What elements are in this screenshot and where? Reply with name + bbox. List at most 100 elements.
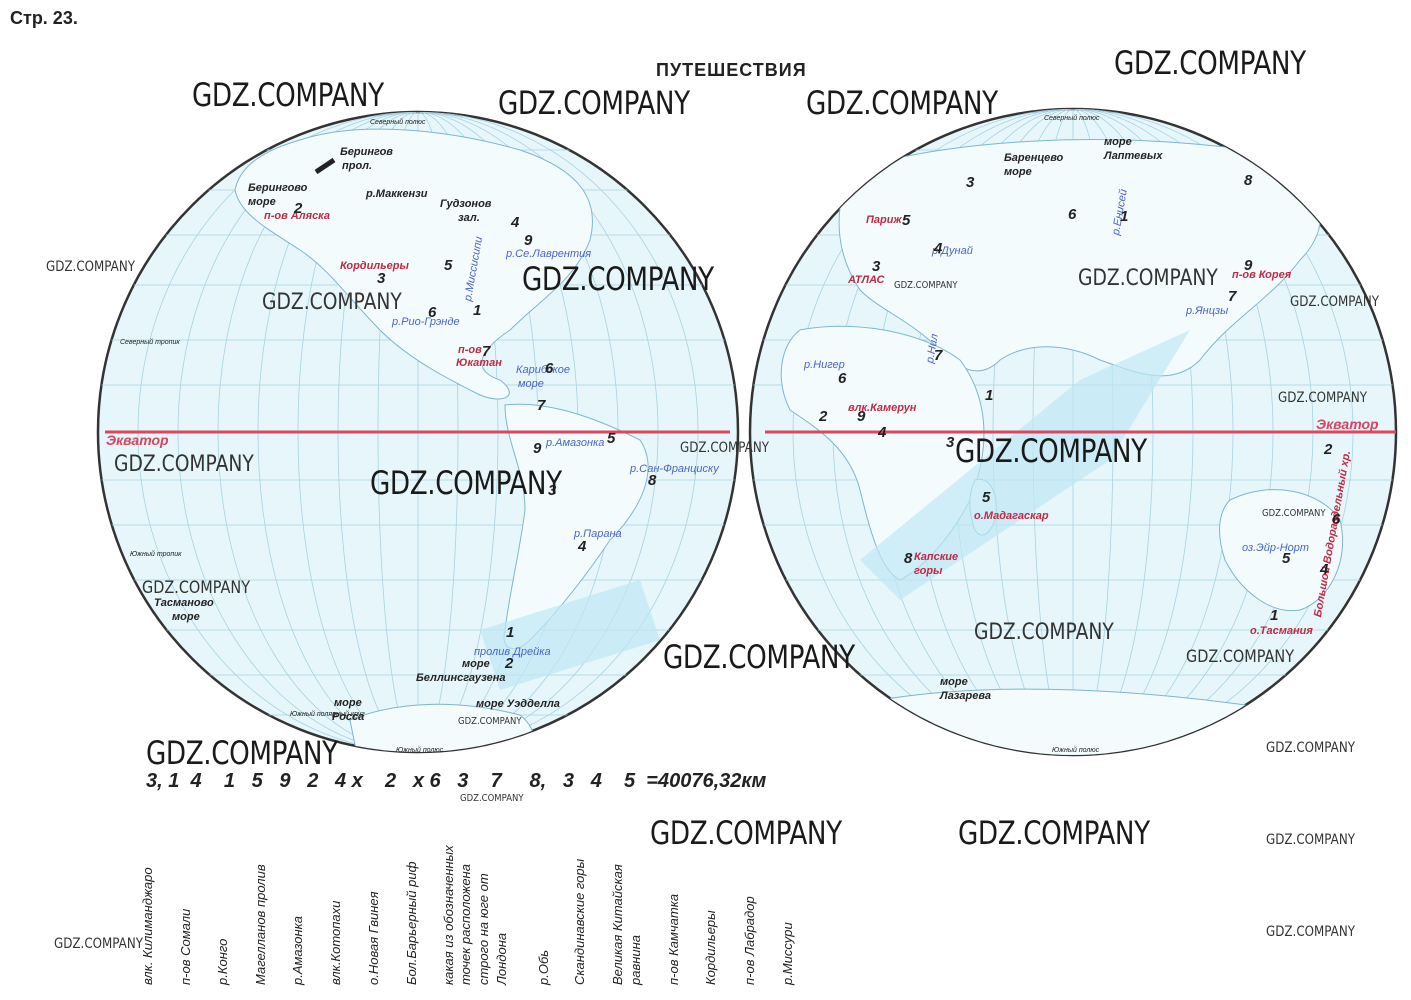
watermark: GDZ.COMPANY xyxy=(1114,44,1306,82)
answer-item: Скандинавские горы xyxy=(572,858,587,985)
map-number: 9 xyxy=(524,232,533,249)
map-label: Юкатан xyxy=(456,357,502,369)
answer-item: равнина xyxy=(628,934,643,985)
map-number: 2 xyxy=(505,655,514,672)
watermark: GDZ.COMPANY xyxy=(1290,294,1379,310)
map-label: Росса xyxy=(332,711,365,723)
map-number: 2 xyxy=(819,408,828,425)
watermark: GDZ.COMPANY xyxy=(46,259,135,275)
answer-item: п-ов Сомали xyxy=(178,908,193,985)
calculation-line: 3, 1 4 1 5 9 2 4 х 2 х 6 3 7 8, 3 4 5 =4… xyxy=(146,770,767,792)
map-number: 4 xyxy=(878,424,887,441)
answer-item: р.Конго xyxy=(215,938,230,985)
answer-item: р.Миссури xyxy=(780,922,795,985)
north-pole-label-west: Северный полюс xyxy=(370,119,426,126)
east-hemisphere xyxy=(748,107,1398,757)
equator-label-west: Экватор xyxy=(106,432,169,448)
answer-item: точек расположена xyxy=(458,864,473,985)
map-label: Берингово xyxy=(248,182,308,194)
map-number: 7 xyxy=(482,343,491,360)
map-label: п-ов Корея xyxy=(1232,269,1292,281)
watermark: GDZ.COMPANY xyxy=(958,814,1150,852)
map-label: р.Рио-Грэнде xyxy=(392,316,460,328)
map-label: прол. xyxy=(342,160,373,172)
map-number: 4 xyxy=(578,538,587,555)
watermark: GDZ.COMPANY xyxy=(458,716,522,727)
map-label: Тасманово xyxy=(154,597,214,609)
map-number: 1 xyxy=(506,624,515,641)
watermark: GDZ.COMPANY xyxy=(650,814,842,852)
map-label: АТЛАС xyxy=(848,274,885,286)
watermark: GDZ.COMPANY xyxy=(192,76,384,114)
map-number: 1 xyxy=(1270,607,1279,624)
answer-item: Кордильеры xyxy=(703,910,718,985)
watermark: GDZ.COMPANY xyxy=(146,734,338,772)
map-label: о.Тасмания xyxy=(1250,625,1313,637)
watermark: GDZ.COMPANY xyxy=(806,84,998,122)
watermark: GDZ.COMPANY xyxy=(1078,266,1218,291)
answer-item: какая из обозначенных xyxy=(441,845,456,985)
north-pole-label-east: Северный полюс xyxy=(1044,115,1100,122)
map-label: море Уэдделла xyxy=(476,698,560,710)
map-number: 2 xyxy=(1324,441,1333,458)
south-pole-label-east: Южный полюс xyxy=(1052,747,1100,754)
watermark: GDZ.COMPANY xyxy=(663,638,855,676)
tropic-north-west: Северный тропик xyxy=(120,339,180,346)
watermark: GDZ.COMPANY xyxy=(460,793,524,804)
map-number: 1 xyxy=(985,387,994,404)
map-label: р.Сан-Франциску xyxy=(630,463,719,475)
map-label: море xyxy=(940,676,968,688)
map-label: Капские xyxy=(914,551,959,563)
map-number: 1 xyxy=(473,302,482,319)
watermark: GDZ.COMPANY xyxy=(1278,390,1367,406)
map-label: Баренцево xyxy=(1004,152,1064,164)
map-label: оз.Эйр-Норт xyxy=(1242,542,1310,554)
watermark: GDZ.COMPANY xyxy=(680,440,769,456)
answer-item: Бол.Барьерный риф xyxy=(404,861,419,985)
map-number: 6 xyxy=(545,360,554,377)
answer-item: Лондона xyxy=(494,932,509,985)
tropic-south-west: Южный тропик xyxy=(130,551,182,558)
watermark: GDZ.COMPANY xyxy=(1266,832,1355,848)
map-number: 4 xyxy=(1320,561,1329,578)
answer-item: влк.Котопахи xyxy=(328,900,343,985)
map-number: 2 xyxy=(294,200,303,217)
map-number: 1 xyxy=(1120,208,1129,225)
map-label: р.Се.Лаврентия xyxy=(506,248,592,260)
answer-item: п-ов Камчатка xyxy=(666,893,681,985)
map-number: 8 xyxy=(1244,172,1253,189)
map-number: 6 xyxy=(838,370,847,387)
map-number: 5 xyxy=(444,257,453,274)
map-label: влк.Камерун xyxy=(848,402,917,414)
answer-item: п-ов Лабрадор xyxy=(742,896,757,985)
map-label: р.Парана xyxy=(574,528,622,540)
watermark: GDZ.COMPANY xyxy=(955,432,1147,470)
map-label: море xyxy=(462,658,490,670)
watermark: GDZ.COMPANY xyxy=(142,578,251,598)
map-label: п-ов Аляска xyxy=(264,210,331,222)
map-number: 6 xyxy=(1332,511,1341,528)
south-pole-label-west: Южный полюс xyxy=(396,747,444,754)
map-label: Берингов xyxy=(340,146,393,158)
map-number: 9 xyxy=(533,440,542,457)
watermark: GDZ.COMPANY xyxy=(54,936,143,952)
map-number: 5 xyxy=(1282,550,1291,567)
equator-label-east: Экватор xyxy=(1316,416,1379,432)
map-number: 6 xyxy=(1068,206,1077,223)
watermark: GDZ.COMPANY xyxy=(114,452,254,477)
map-number: 9 xyxy=(857,408,866,425)
map-label: р.Янцзы xyxy=(1186,305,1229,317)
watermark: GDZ.COMPANY xyxy=(1266,924,1355,940)
answer-item: о.Новая Гвинея xyxy=(366,891,381,985)
map-label: Карибское xyxy=(516,364,570,376)
map-number: 7 xyxy=(1228,288,1237,305)
map-label: р.Нигер xyxy=(804,359,845,371)
map-number: 3 xyxy=(872,258,881,275)
watermark: GDZ.COMPANY xyxy=(1186,647,1295,667)
page-title: ПУТЕШЕСТВИЯ xyxy=(656,60,807,80)
map-label: Кордильеры xyxy=(340,260,409,272)
map-label: зал. xyxy=(458,212,480,224)
map-number: 6 xyxy=(428,304,437,321)
map-label: р.Дунай xyxy=(932,245,973,257)
